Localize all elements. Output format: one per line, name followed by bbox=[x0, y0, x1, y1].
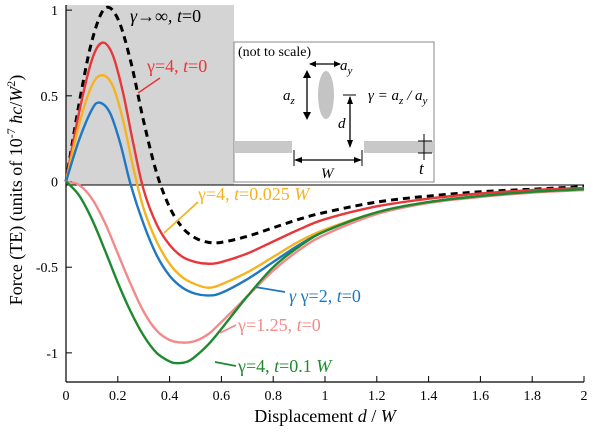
y-axis-label: Force (TE) (units of 10-7 ħc/W2) bbox=[4, 75, 27, 305]
label-gamma4-t01-pointer bbox=[214, 361, 237, 367]
left-plate bbox=[234, 141, 292, 153]
d-label: d bbox=[338, 116, 346, 132]
y-tick-label: 0.5 bbox=[41, 90, 59, 105]
label-gamma125-t0: γ=1.25, t=0 bbox=[237, 315, 321, 335]
x-tick-label: 1.6 bbox=[472, 389, 490, 404]
label-gamma4-t0: γ=4, t=0 bbox=[146, 56, 207, 76]
x-axis-label: Displacement d / W bbox=[254, 406, 397, 426]
ay-label: ay bbox=[340, 58, 353, 77]
x-tick-label: 1.8 bbox=[523, 389, 541, 404]
x-tick-label: 0 bbox=[63, 389, 70, 404]
t-label: t bbox=[419, 159, 425, 178]
inset-note: (not to scale) bbox=[238, 45, 311, 60]
series-labels: γ→∞, t=0 γ=4, t=0 γ=4, t=0.025 W γ γ=2, … bbox=[130, 6, 361, 376]
label-gamma-inf: γ→∞, t=0 bbox=[130, 6, 201, 26]
y-tick-label: 1 bbox=[51, 4, 58, 19]
ay-arrowheads bbox=[309, 61, 341, 67]
w-arrowheads bbox=[294, 157, 362, 163]
curve-gamma4-t01 bbox=[65, 180, 585, 365]
particle-ellipse bbox=[318, 71, 334, 119]
x-tick-label: 0.4 bbox=[161, 389, 179, 404]
x-ticks: 0 0.2 0.4 0.6 0.8 1 1.2 1.4 1.6 1.8 2 bbox=[63, 376, 588, 404]
label-gamma4-t0025-pointer bbox=[163, 201, 199, 234]
inset-schematic: (not to scale) az ay γ = az / ay d W t bbox=[234, 45, 434, 182]
shaded-region bbox=[66, 5, 234, 185]
label-gamma4-t0025: γ=4, t=0.025 W bbox=[197, 184, 311, 204]
x-tick-label: 1.4 bbox=[420, 389, 438, 404]
label-gamma4-t0-pointer bbox=[137, 77, 161, 94]
x-tick-label: 1 bbox=[322, 389, 329, 404]
y-tick-label: -1 bbox=[46, 347, 58, 362]
right-plate bbox=[364, 141, 434, 153]
x-tick-label: 1.2 bbox=[368, 389, 386, 404]
x-tick-label: 0.8 bbox=[264, 389, 282, 404]
y-tick-label: 0 bbox=[51, 176, 58, 191]
gamma-relation: γ = az / ay bbox=[368, 88, 428, 107]
y-ticks: 1 0.5 0 -0.5 -1 bbox=[36, 4, 72, 362]
curve-gamma4-t0 bbox=[64, 41, 585, 265]
x-tick-label: 2 bbox=[581, 389, 588, 404]
label-gamma2-t0-pointer bbox=[254, 286, 286, 293]
curve-gamma-inf bbox=[64, 5, 585, 245]
w-label: W bbox=[321, 166, 335, 182]
label-gamma125-t0-pointer bbox=[219, 324, 237, 334]
x-tick-label: 0.6 bbox=[213, 389, 231, 404]
az-label: az bbox=[283, 88, 296, 107]
y-tick-label: -0.5 bbox=[36, 261, 58, 276]
label-gamma4-t01: γ=4, t=0.1 W bbox=[237, 356, 333, 376]
label-gamma2-t0: γ γ=2, t=0 bbox=[289, 286, 361, 306]
x-tick-label: 0.2 bbox=[109, 389, 127, 404]
curves bbox=[64, 5, 585, 365]
